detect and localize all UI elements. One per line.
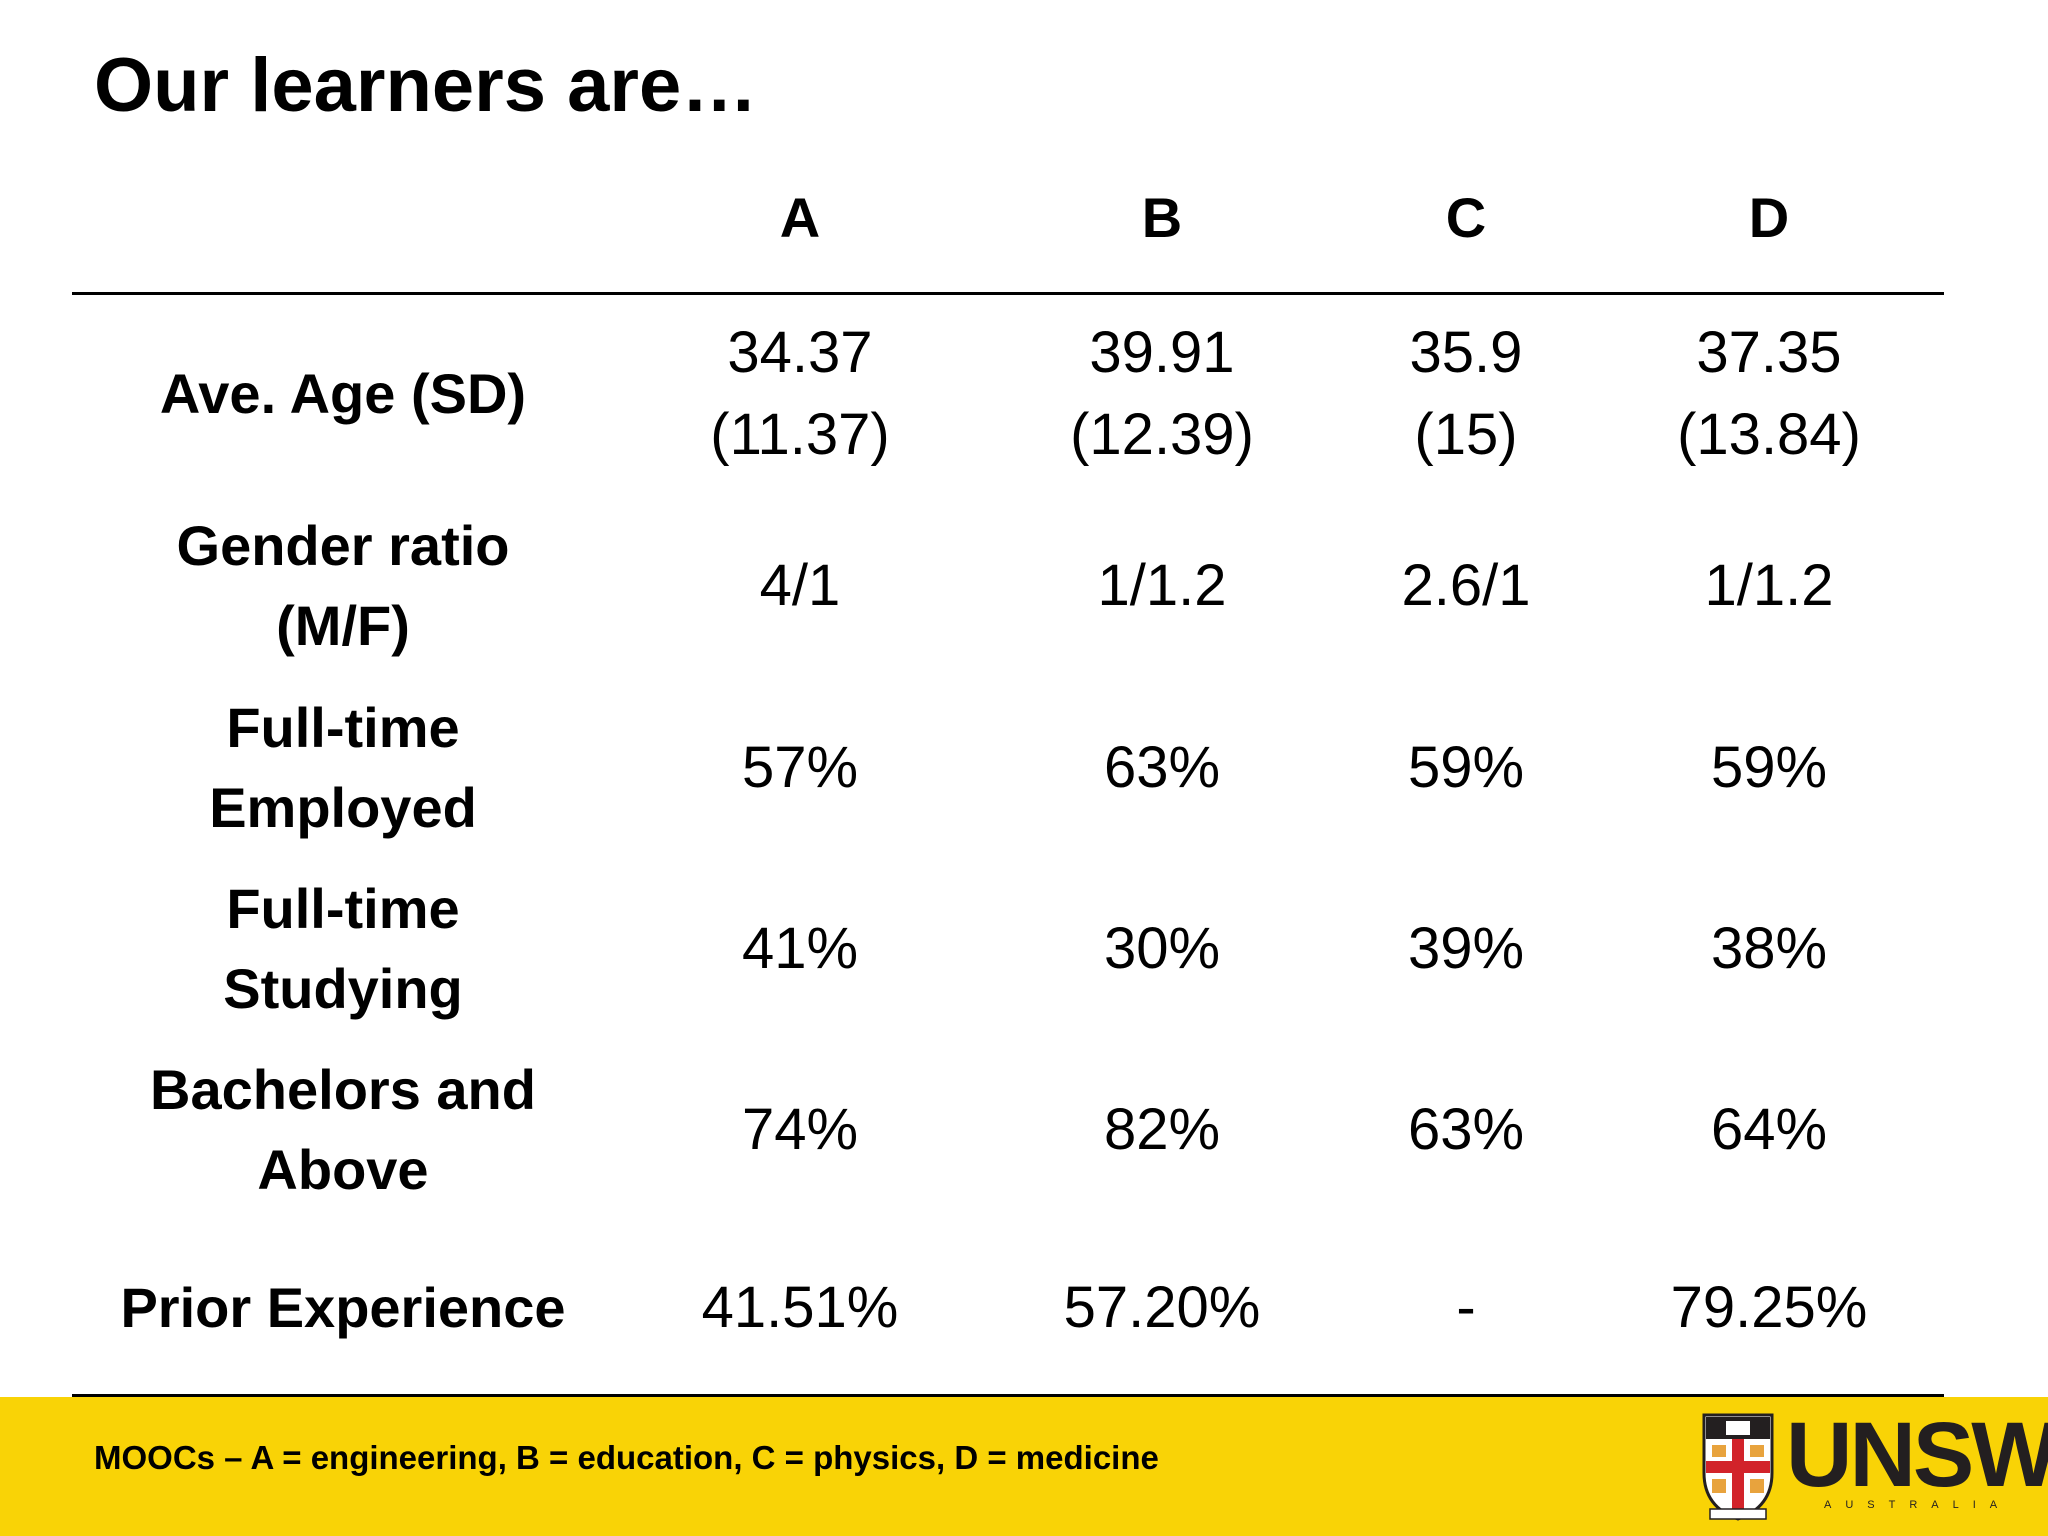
table-cell: 39.91 (12.39) — [1070, 320, 1254, 467]
unsw-logo: UNSW AUSTRALIA — [1700, 1409, 2048, 1529]
column-header-d: D — [1748, 186, 1790, 249]
table-row-ave-age: Ave. Age (SD) 34.37 (11.37) 39.91 (12.39… — [0, 306, 2048, 482]
table-row-gender-ratio: Gender ratio (M/F) 4/1 1/1.2 2.6/1 1/1.2 — [0, 502, 2048, 670]
table-cell: 35.9 (15) — [1409, 320, 1523, 467]
table-cell: 57.20% — [1063, 1275, 1261, 1340]
table-cell: 41.51% — [701, 1275, 899, 1340]
table-cell: 39% — [1407, 916, 1525, 981]
table-cell: 4/1 — [759, 553, 841, 618]
row-label: Gender ratio (M/F) — [176, 514, 510, 657]
table-cell: 34.37 (11.37) — [710, 320, 890, 467]
row-label: Bachelors and Above — [150, 1058, 536, 1201]
footnote: MOOCs – A = engineering, B = education, … — [94, 1439, 1159, 1476]
table-cell: 59% — [1407, 735, 1525, 800]
table-cell: 64% — [1710, 1097, 1828, 1162]
table-cell: 59% — [1710, 735, 1828, 800]
footer-bar: MOOCs – A = engineering, B = education, … — [0, 1397, 2048, 1536]
table-cell: 37.35 (13.84) — [1677, 320, 1861, 467]
table-row-full-time-studying: Full-time Studying 41% 30% 39% 38% — [0, 865, 2048, 1033]
table-cell: - — [1456, 1275, 1476, 1340]
table-cell: 38% — [1710, 916, 1828, 981]
column-header-c: C — [1445, 186, 1487, 249]
logo-subtext: AUSTRALIA — [1824, 1499, 2012, 1511]
table-cell: 79.25% — [1670, 1275, 1868, 1340]
column-header-b: B — [1141, 186, 1183, 249]
table-cell: 82% — [1103, 1097, 1221, 1162]
table-bottom-rule — [72, 1394, 1944, 1397]
table-cell: 41% — [741, 916, 859, 981]
table-cell: 63% — [1103, 735, 1221, 800]
table-row-prior-experience: Prior Experience 41.51% 57.20% - 79.25% — [0, 1260, 2048, 1356]
table-top-rule — [72, 292, 1944, 295]
row-label: Prior Experience — [120, 1276, 566, 1339]
slide-title: Our learners are… — [94, 43, 758, 128]
row-label: Full-time Employed — [209, 696, 477, 839]
table-row-bachelors-and-above: Bachelors and Above 74% 82% 63% 64% — [0, 1046, 2048, 1214]
table-cell: 74% — [741, 1097, 859, 1162]
table-cell: 2.6/1 — [1401, 553, 1531, 618]
table-cell: 63% — [1407, 1097, 1525, 1162]
table-header: A B C D — [0, 178, 2048, 258]
table-cell: 1/1.2 — [1704, 553, 1834, 618]
table-row-full-time-employed: Full-time Employed 57% 63% 59% 59% — [0, 684, 2048, 852]
table-cell: 1/1.2 — [1097, 553, 1227, 618]
row-label: Full-time Studying — [223, 877, 463, 1020]
table-cell: 57% — [741, 735, 859, 800]
unsw-crest-icon — [1702, 1413, 1774, 1521]
row-label: Ave. Age (SD) — [159, 362, 527, 425]
table-cell: 30% — [1103, 916, 1221, 981]
column-header-a: A — [779, 186, 821, 249]
logo-wordmark: UNSW — [1786, 1404, 2048, 1506]
